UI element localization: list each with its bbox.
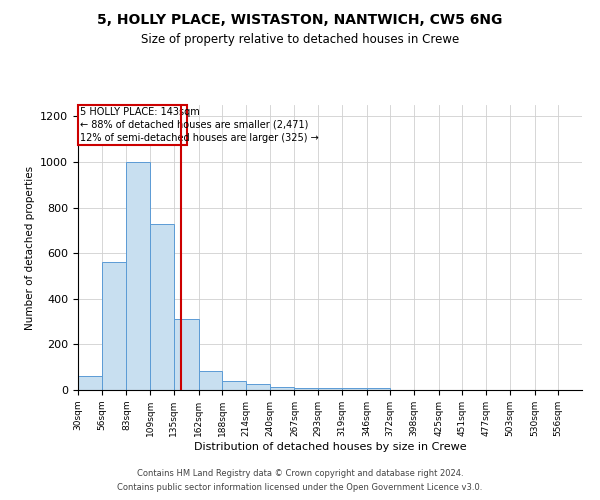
Bar <box>367 388 390 390</box>
Bar <box>174 320 199 390</box>
Bar <box>199 370 222 390</box>
Text: Contains HM Land Registry data © Crown copyright and database right 2024.: Contains HM Land Registry data © Crown c… <box>137 468 463 477</box>
Bar <box>150 224 174 390</box>
Text: Contains public sector information licensed under the Open Government Licence v3: Contains public sector information licen… <box>118 484 482 492</box>
Bar <box>295 388 318 390</box>
Bar <box>102 262 127 390</box>
Bar <box>222 381 246 390</box>
Bar <box>78 376 102 390</box>
Text: 5 HOLLY PLACE: 143sqm
← 88% of detached houses are smaller (2,471)
12% of semi-d: 5 HOLLY PLACE: 143sqm ← 88% of detached … <box>80 106 319 143</box>
Bar <box>246 384 270 390</box>
Text: Size of property relative to detached houses in Crewe: Size of property relative to detached ho… <box>141 32 459 46</box>
X-axis label: Distribution of detached houses by size in Crewe: Distribution of detached houses by size … <box>194 442 466 452</box>
Y-axis label: Number of detached properties: Number of detached properties <box>25 166 35 330</box>
Bar <box>127 162 150 390</box>
Bar <box>270 386 295 390</box>
FancyBboxPatch shape <box>78 106 187 145</box>
Bar <box>342 388 367 390</box>
Bar <box>318 388 342 390</box>
Text: 5, HOLLY PLACE, WISTASTON, NANTWICH, CW5 6NG: 5, HOLLY PLACE, WISTASTON, NANTWICH, CW5… <box>97 12 503 26</box>
